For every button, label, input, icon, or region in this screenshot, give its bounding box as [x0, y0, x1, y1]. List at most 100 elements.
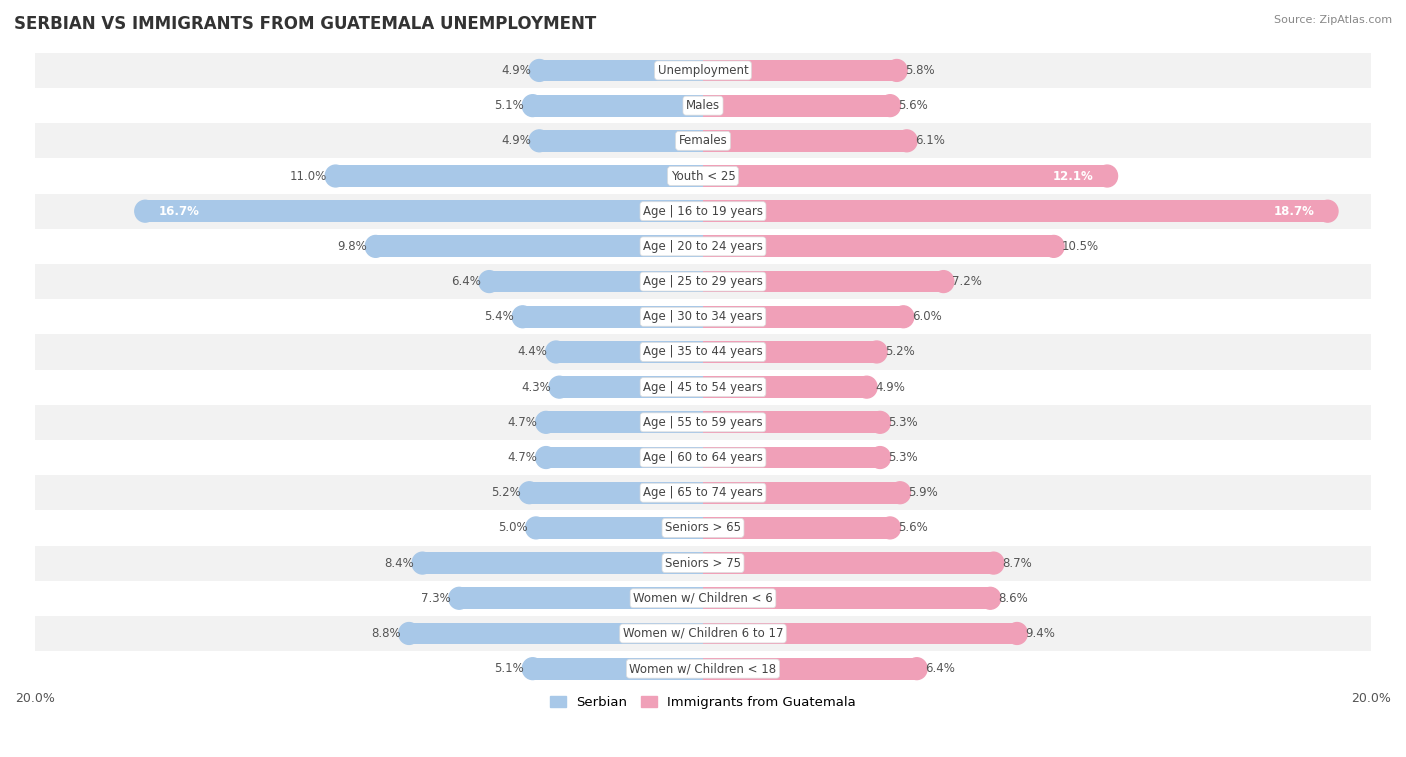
- Text: 6.4%: 6.4%: [925, 662, 955, 675]
- Circle shape: [893, 306, 914, 328]
- Circle shape: [870, 447, 890, 469]
- Bar: [703, 271, 943, 292]
- Circle shape: [546, 341, 567, 363]
- Bar: [546, 447, 703, 469]
- Bar: [703, 411, 880, 433]
- Bar: [703, 552, 994, 574]
- Text: 8.8%: 8.8%: [371, 627, 401, 640]
- Circle shape: [412, 552, 433, 574]
- Bar: [703, 165, 1107, 187]
- Bar: [703, 658, 917, 680]
- Circle shape: [449, 587, 470, 609]
- Bar: [422, 552, 703, 574]
- Text: Seniors > 75: Seniors > 75: [665, 556, 741, 569]
- Bar: [35, 581, 1371, 616]
- Text: Males: Males: [686, 99, 720, 112]
- Text: Age | 25 to 29 years: Age | 25 to 29 years: [643, 275, 763, 288]
- Text: 9.4%: 9.4%: [1025, 627, 1056, 640]
- Text: Women w/ Children < 18: Women w/ Children < 18: [630, 662, 776, 675]
- Circle shape: [866, 341, 887, 363]
- Circle shape: [856, 376, 877, 398]
- Circle shape: [1097, 165, 1118, 187]
- Text: Females: Females: [679, 134, 727, 148]
- Text: 8.4%: 8.4%: [384, 556, 413, 569]
- Bar: [703, 306, 904, 328]
- Text: 11.0%: 11.0%: [290, 170, 328, 182]
- Bar: [703, 235, 1053, 257]
- Text: SERBIAN VS IMMIGRANTS FROM GUATEMALA UNEMPLOYMENT: SERBIAN VS IMMIGRANTS FROM GUATEMALA UNE…: [14, 15, 596, 33]
- Circle shape: [526, 517, 547, 539]
- Circle shape: [522, 95, 543, 117]
- Circle shape: [1043, 235, 1064, 257]
- Text: Women w/ Children < 6: Women w/ Children < 6: [633, 592, 773, 605]
- Text: Age | 65 to 74 years: Age | 65 to 74 years: [643, 486, 763, 499]
- Text: 4.4%: 4.4%: [517, 345, 548, 359]
- Text: 5.4%: 5.4%: [485, 310, 515, 323]
- Bar: [536, 517, 703, 539]
- Bar: [35, 369, 1371, 405]
- Circle shape: [890, 481, 911, 503]
- Text: 5.2%: 5.2%: [884, 345, 915, 359]
- Bar: [35, 616, 1371, 651]
- Text: 5.6%: 5.6%: [898, 522, 928, 534]
- Bar: [703, 95, 890, 117]
- Text: 16.7%: 16.7%: [159, 204, 200, 218]
- Bar: [35, 651, 1371, 687]
- Circle shape: [135, 201, 156, 222]
- Text: 6.1%: 6.1%: [915, 134, 945, 148]
- Text: Age | 45 to 54 years: Age | 45 to 54 years: [643, 381, 763, 394]
- Bar: [546, 411, 703, 433]
- Text: 8.6%: 8.6%: [998, 592, 1028, 605]
- Bar: [489, 271, 703, 292]
- Text: 6.4%: 6.4%: [451, 275, 481, 288]
- Bar: [35, 335, 1371, 369]
- Text: 5.6%: 5.6%: [898, 99, 928, 112]
- Circle shape: [479, 271, 499, 292]
- Text: 4.9%: 4.9%: [875, 381, 905, 394]
- Bar: [460, 587, 703, 609]
- Text: 4.9%: 4.9%: [501, 64, 531, 77]
- Bar: [523, 306, 703, 328]
- Circle shape: [399, 622, 419, 644]
- Bar: [703, 447, 880, 469]
- Text: Age | 30 to 34 years: Age | 30 to 34 years: [643, 310, 763, 323]
- Circle shape: [529, 130, 550, 151]
- Text: 4.7%: 4.7%: [508, 416, 537, 428]
- Bar: [35, 194, 1371, 229]
- Text: 5.1%: 5.1%: [495, 99, 524, 112]
- Bar: [540, 60, 703, 81]
- Bar: [35, 510, 1371, 546]
- Text: 4.9%: 4.9%: [501, 134, 531, 148]
- Bar: [35, 440, 1371, 475]
- Text: 7.3%: 7.3%: [420, 592, 451, 605]
- Text: 9.8%: 9.8%: [337, 240, 367, 253]
- Bar: [529, 481, 703, 503]
- Circle shape: [536, 447, 557, 469]
- Circle shape: [934, 271, 953, 292]
- Bar: [35, 264, 1371, 299]
- Text: 18.7%: 18.7%: [1274, 204, 1315, 218]
- Bar: [703, 517, 890, 539]
- Bar: [703, 481, 900, 503]
- Text: 4.3%: 4.3%: [522, 381, 551, 394]
- Circle shape: [897, 130, 917, 151]
- Bar: [35, 546, 1371, 581]
- Bar: [703, 60, 897, 81]
- Text: 10.5%: 10.5%: [1062, 240, 1099, 253]
- Circle shape: [536, 411, 557, 433]
- Text: Seniors > 65: Seniors > 65: [665, 522, 741, 534]
- Text: Age | 35 to 44 years: Age | 35 to 44 years: [643, 345, 763, 359]
- Circle shape: [522, 658, 543, 680]
- Circle shape: [366, 235, 387, 257]
- Text: Youth < 25: Youth < 25: [671, 170, 735, 182]
- Circle shape: [519, 481, 540, 503]
- Text: 5.8%: 5.8%: [905, 64, 935, 77]
- Bar: [703, 587, 990, 609]
- Circle shape: [548, 376, 569, 398]
- Bar: [703, 201, 1327, 222]
- Text: 6.0%: 6.0%: [911, 310, 942, 323]
- Legend: Serbian, Immigrants from Guatemala: Serbian, Immigrants from Guatemala: [546, 691, 860, 715]
- Bar: [336, 165, 703, 187]
- Text: Age | 16 to 19 years: Age | 16 to 19 years: [643, 204, 763, 218]
- Text: Age | 20 to 24 years: Age | 20 to 24 years: [643, 240, 763, 253]
